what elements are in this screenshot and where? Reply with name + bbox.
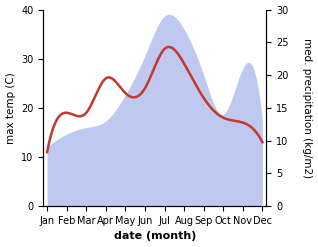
Y-axis label: max temp (C): max temp (C): [5, 72, 16, 144]
X-axis label: date (month): date (month): [114, 231, 196, 242]
Y-axis label: med. precipitation (kg/m2): med. precipitation (kg/m2): [302, 38, 313, 178]
